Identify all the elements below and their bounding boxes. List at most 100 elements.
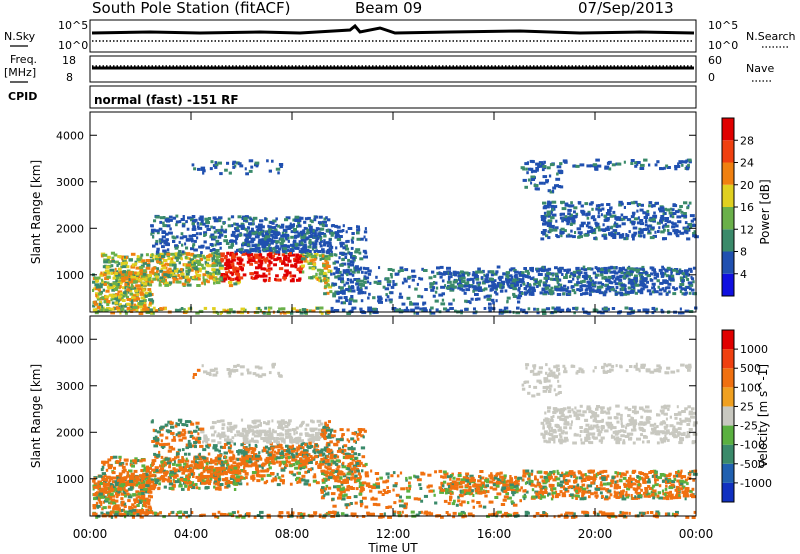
- echo-point: [618, 282, 623, 286]
- echo-point: [177, 274, 180, 277]
- echo-point: [201, 481, 206, 485]
- echo-point: [559, 231, 564, 235]
- echo-point: [688, 267, 693, 271]
- echo-point: [235, 222, 239, 226]
- echo-point: [435, 308, 439, 312]
- echo-point: [177, 434, 182, 438]
- echo-point: [139, 269, 143, 272]
- echo-point: [346, 312, 351, 315]
- echo-point: [267, 308, 271, 312]
- echo-point: [512, 292, 516, 296]
- echo-point: [474, 297, 478, 301]
- echo-point: [674, 229, 679, 233]
- echo-point: [285, 245, 291, 249]
- echo-point: [473, 307, 476, 311]
- echo-point: [326, 229, 330, 233]
- echo-point: [157, 477, 162, 481]
- echo-point: [533, 307, 536, 311]
- echo-point: [334, 275, 339, 279]
- echo-point: [114, 301, 118, 305]
- echo-point: [549, 190, 555, 194]
- echo-point: [176, 267, 179, 271]
- echo-point: [112, 507, 117, 511]
- echo-point: [624, 268, 628, 272]
- echo-point: [144, 504, 148, 508]
- echo-point: [397, 269, 401, 273]
- echo-point: [342, 246, 346, 250]
- echo-point: [452, 270, 457, 274]
- echo-point: [319, 422, 324, 426]
- echo-point: [152, 244, 156, 248]
- echo-point: [579, 224, 584, 228]
- echo-point: [119, 509, 123, 513]
- echo-point: [255, 469, 260, 473]
- echo-point: [139, 498, 143, 502]
- echo-point: [175, 452, 180, 456]
- echo-point: [159, 426, 163, 430]
- echo-point: [99, 482, 105, 485]
- echo-point: [154, 479, 160, 483]
- echo-point: [225, 466, 228, 470]
- echo-point: [104, 483, 109, 486]
- echo-point: [176, 422, 180, 426]
- echo-point: [282, 247, 288, 251]
- echo-point: [641, 283, 647, 287]
- echo-point: [202, 169, 206, 173]
- echo-point: [498, 278, 502, 282]
- echo-point: [194, 455, 199, 459]
- echo-point: [180, 268, 183, 271]
- echo-point: [99, 305, 104, 308]
- echo-point: [186, 424, 189, 427]
- echo-point: [271, 226, 276, 230]
- echo-point: [155, 453, 161, 457]
- echo-point: [170, 431, 175, 435]
- echo-point: [334, 231, 340, 235]
- echo-point: [565, 289, 569, 293]
- echo-point: [271, 450, 274, 454]
- echo-point: [519, 278, 524, 282]
- echo-point: [648, 218, 653, 222]
- echo-point: [304, 479, 310, 483]
- echo-point: [134, 296, 139, 300]
- echo-point: [619, 287, 622, 291]
- echo-point: [289, 222, 292, 226]
- echo-point: [97, 482, 100, 486]
- echo-point: [124, 309, 127, 313]
- echo-point: [271, 230, 274, 233]
- echo-point: [182, 436, 187, 440]
- echo-point: [240, 222, 245, 226]
- echo-point: [212, 248, 216, 251]
- echo-point: [601, 207, 605, 211]
- echo-point: [617, 270, 621, 274]
- echo-point: [524, 311, 529, 315]
- echo-point: [683, 275, 686, 279]
- echo-point: [624, 306, 629, 310]
- echo-point: [692, 223, 695, 227]
- y-tick-label: 4000: [56, 129, 84, 142]
- freq-panel: Freq. [MHz] 18 8 60 0 Nave: [4, 53, 774, 84]
- echo-point: [129, 485, 134, 489]
- echo-point: [137, 495, 141, 499]
- echo-point: [507, 284, 511, 288]
- echo-point: [132, 493, 135, 497]
- echo-point: [126, 471, 130, 475]
- echo-point: [563, 229, 567, 233]
- echo-point: [200, 251, 203, 255]
- echo-point: [321, 223, 325, 227]
- echo-point: [252, 255, 256, 259]
- echo-point: [102, 500, 105, 504]
- echo-point: [111, 288, 116, 292]
- echo-point: [151, 229, 155, 233]
- echo-point: [142, 483, 145, 487]
- echo-point: [158, 283, 162, 287]
- echo-point: [195, 271, 198, 275]
- echo-point: [158, 227, 163, 231]
- echo-point: [336, 225, 341, 229]
- echo-point: [139, 302, 144, 306]
- echo-point: [617, 311, 621, 315]
- echo-point: [232, 266, 237, 270]
- echo-point: [273, 439, 276, 443]
- echo-point: [139, 496, 144, 500]
- colorbar-segment: [722, 273, 734, 296]
- echo-point: [615, 286, 619, 289]
